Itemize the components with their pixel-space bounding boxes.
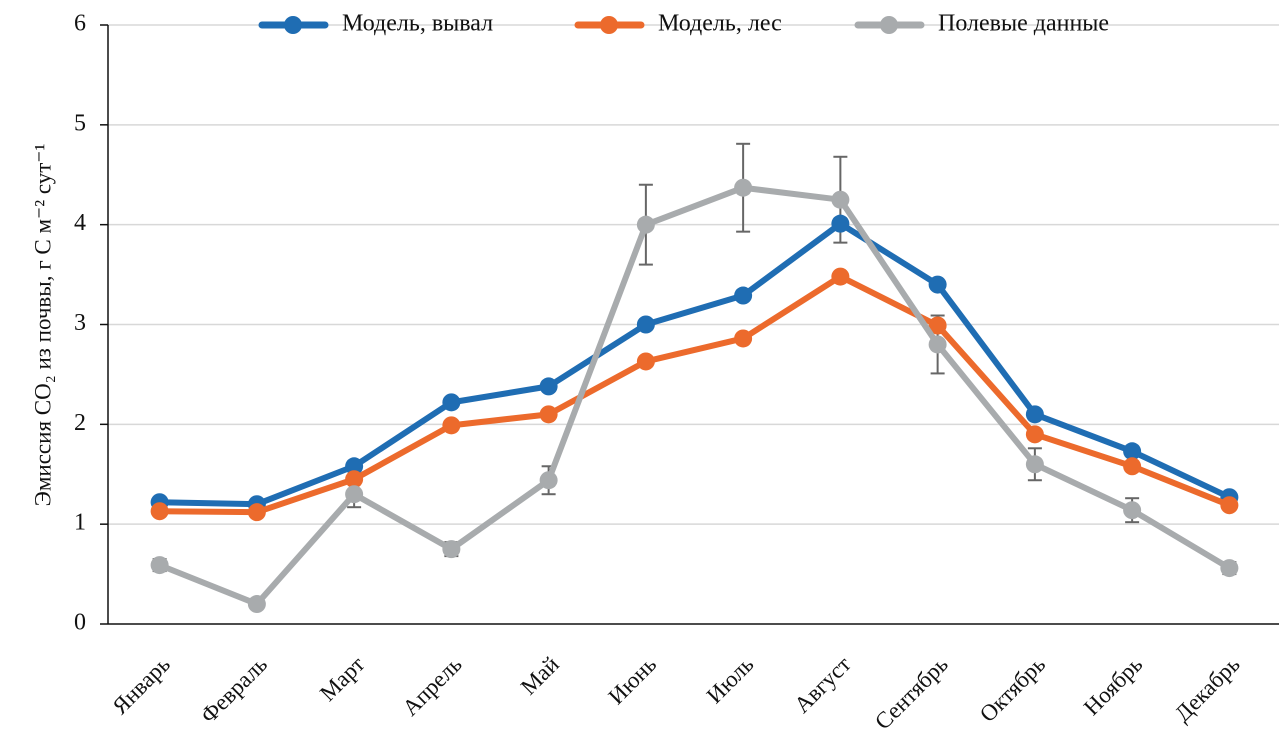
point: [247, 595, 266, 614]
point: [247, 503, 266, 522]
point: [1123, 457, 1142, 476]
point: [345, 470, 364, 489]
x-tick-label: Ноябрь: [1079, 652, 1148, 721]
legend-label: Полевые данные: [938, 11, 1109, 37]
series-line: [159, 220, 1231, 508]
point: [734, 329, 753, 348]
point: [539, 471, 558, 490]
x-tick-label: Июнь: [603, 652, 661, 710]
y-tick-label: 4: [74, 210, 86, 236]
point: [442, 540, 461, 559]
y-tick-label: 2: [74, 410, 86, 436]
point: [442, 393, 461, 412]
y-tick-label: 5: [74, 110, 86, 136]
legend-marker: [600, 16, 618, 34]
point: [1025, 405, 1044, 424]
y-tick-label: 1: [74, 510, 86, 536]
y-tick-label: 0: [74, 610, 86, 636]
point: [636, 315, 655, 334]
point: [1025, 425, 1044, 444]
point: [345, 485, 364, 504]
series-line: [158, 184, 1231, 608]
point: [928, 316, 947, 335]
series-line: [159, 273, 1231, 516]
x-tick-label: Август: [789, 652, 855, 718]
point: [539, 377, 558, 396]
x-tick-label: Сентябрь: [870, 652, 953, 734]
legend-marker: [284, 16, 302, 34]
x-tick-label: Январь: [107, 652, 174, 719]
point: [442, 416, 461, 435]
y-tick-label: 3: [74, 310, 86, 336]
point: [636, 215, 655, 234]
legend-label: Модель, лес: [658, 11, 782, 37]
point: [831, 267, 850, 286]
point: [1025, 455, 1044, 474]
point: [1220, 496, 1239, 515]
x-tick-label: Декабрь: [1170, 652, 1245, 727]
x-tick-label: Февраль: [196, 652, 272, 728]
x-tick-label: Март: [315, 652, 369, 706]
point: [928, 275, 947, 294]
point: [831, 214, 850, 233]
point: [345, 457, 364, 476]
point: [150, 502, 169, 521]
point: [928, 335, 947, 354]
point: [1123, 442, 1142, 461]
y-axis-label: Эмиссия CO₂ из почвы, г C м⁻² сут⁻¹: [30, 144, 55, 507]
legend-marker: [880, 16, 898, 34]
x-tick-label: Май: [516, 652, 564, 700]
point: [150, 556, 169, 575]
point: [734, 178, 753, 197]
y-tick-label: 6: [74, 11, 86, 37]
point: [636, 352, 655, 371]
point: [1220, 559, 1239, 578]
legend-label: Модель, вывал: [342, 11, 493, 37]
x-tick-label: Октябрь: [975, 652, 1050, 727]
point: [831, 190, 850, 209]
point: [539, 405, 558, 424]
x-tick-label: Апрель: [398, 652, 467, 721]
point: [1123, 501, 1142, 520]
x-tick-label: Июль: [702, 652, 759, 709]
point: [734, 286, 753, 305]
